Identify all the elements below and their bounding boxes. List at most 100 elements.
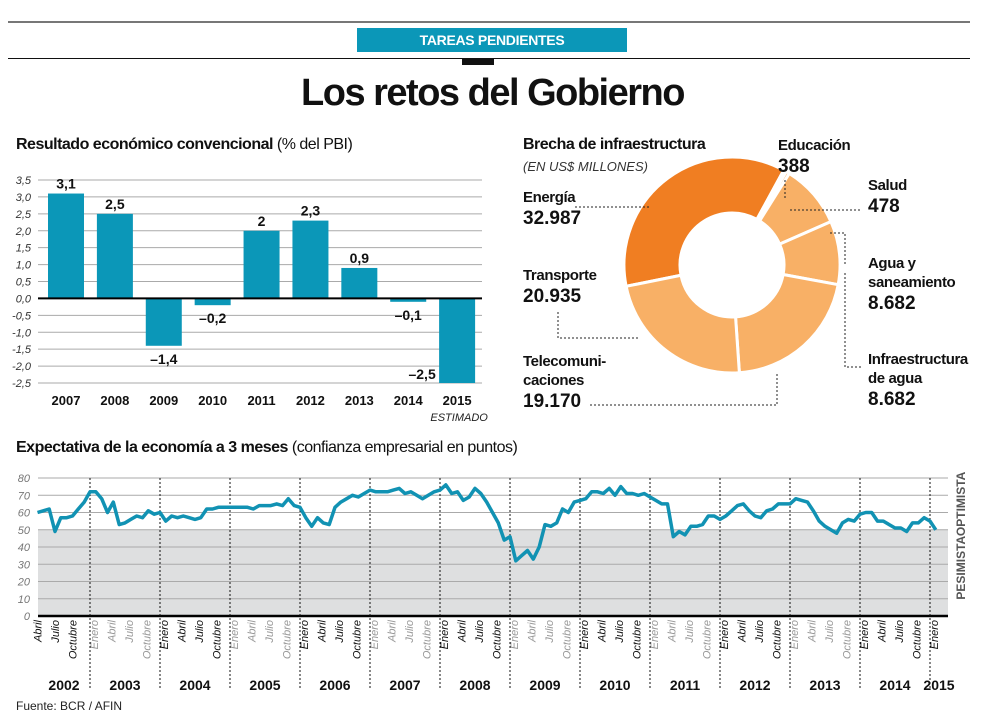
line-chart-title-unit: (confianza empresarial en puntos) bbox=[291, 439, 518, 456]
year-label: 2002 bbox=[48, 677, 79, 693]
donut-leader-line bbox=[830, 232, 846, 266]
month-label: Abril bbox=[527, 619, 539, 643]
line-ytick-label: 80 bbox=[18, 473, 31, 485]
donut-chart-title: Brecha de infraestructura bbox=[523, 136, 706, 153]
bar-ytick-label: -1,0 bbox=[12, 327, 32, 339]
bar-chart-title: Resultado económico convencional (% del … bbox=[16, 136, 353, 154]
month-label: Enero bbox=[929, 620, 941, 649]
bar-category-label: 2015 bbox=[443, 393, 472, 408]
month-label: Enero bbox=[159, 620, 171, 649]
bar-value-label: 3,1 bbox=[56, 176, 76, 192]
donut-label-value: 32.987 bbox=[523, 208, 581, 229]
year-label: 2012 bbox=[739, 677, 770, 693]
donut-chart: Energía 32.987 Educación 388 Salud 478 Agua y s… bbox=[523, 137, 969, 412]
bar-2010 bbox=[194, 298, 231, 306]
bar-chart-title-unit: (% del PBI) bbox=[276, 136, 353, 153]
bar-value-label: –1,4 bbox=[150, 351, 177, 367]
top-rule bbox=[8, 21, 970, 23]
divider-tab bbox=[462, 58, 494, 65]
line-ytick-label: 40 bbox=[18, 542, 31, 554]
zone-label-optimista: OPTIMISTA bbox=[954, 471, 968, 536]
line-ytick-label: 0 bbox=[24, 611, 31, 623]
donut-slice-energ-a bbox=[622, 155, 786, 289]
bar-ytick-label: 3,0 bbox=[16, 192, 32, 204]
donut-leader-line bbox=[557, 312, 638, 339]
month-label: Octubre bbox=[912, 620, 924, 659]
bar-2009 bbox=[145, 298, 182, 346]
line-chart-title: Expectativa de la economía a 3 meses (co… bbox=[16, 439, 518, 457]
year-label: 2013 bbox=[809, 677, 840, 693]
month-label: Enero bbox=[719, 620, 731, 649]
donut-leader-line bbox=[844, 273, 862, 368]
month-label: Julio bbox=[754, 620, 766, 644]
year-label: 2006 bbox=[319, 677, 350, 693]
donut-label-name: Telecomuni- bbox=[523, 353, 606, 370]
month-label: Julio bbox=[544, 620, 556, 644]
month-label: Julio bbox=[50, 620, 62, 644]
month-label: Octubre bbox=[492, 620, 504, 659]
donut-label-name: Salud bbox=[868, 177, 907, 194]
month-label: Abril bbox=[177, 619, 189, 643]
bar-2014 bbox=[390, 298, 427, 302]
line-ytick-label: 20 bbox=[17, 577, 31, 589]
month-label: Enero bbox=[789, 620, 801, 649]
donut-label-value: 388 bbox=[778, 156, 810, 177]
month-label: Abril bbox=[247, 619, 259, 643]
bar-value-label: 2 bbox=[258, 213, 266, 229]
month-label: Abril bbox=[597, 619, 609, 643]
month-label: Abril bbox=[387, 619, 399, 643]
bar-ytick-label: 1,0 bbox=[16, 260, 32, 272]
year-label: 2003 bbox=[109, 677, 140, 693]
bar-ytick-label: 3,5 bbox=[16, 175, 32, 187]
bar-category-label: 2011 bbox=[247, 393, 275, 408]
month-label: Julio bbox=[124, 620, 136, 644]
bar-ytick-label: -2,0 bbox=[12, 361, 32, 373]
donut-label-name: Energía bbox=[523, 189, 576, 206]
year-label: 2004 bbox=[179, 677, 210, 693]
month-label: Enero bbox=[89, 620, 101, 649]
bar-value-label: –2,5 bbox=[408, 366, 435, 382]
donut-label-name: de agua bbox=[868, 370, 923, 387]
month-label: Octubre bbox=[68, 620, 80, 659]
bar-category-label: 2009 bbox=[149, 393, 178, 408]
year-label: 2014 bbox=[879, 677, 910, 693]
month-label: Julio bbox=[264, 620, 276, 644]
month-label: Octubre bbox=[702, 620, 714, 659]
year-label: 2011 bbox=[670, 677, 701, 693]
confidence-line bbox=[37, 483, 938, 563]
bar-2007 bbox=[48, 193, 84, 299]
bar-category-note: ESTIMADO bbox=[430, 412, 488, 424]
month-label: Julio bbox=[334, 620, 346, 644]
month-label: Enero bbox=[299, 620, 311, 649]
bar-value-label: –0,2 bbox=[199, 310, 226, 326]
month-label: Abril bbox=[667, 619, 679, 643]
bar-chart: 3,5 3,0 2,5 2,0 1,5 1,0 0,5 0,0 -0,5 -1,0 -1,5 -2,0… bbox=[12, 175, 488, 424]
pessimist-zone bbox=[38, 529, 948, 616]
year-label: 2005 bbox=[249, 677, 280, 693]
bar-2013 bbox=[341, 267, 378, 299]
bar-category-label: 2014 bbox=[394, 393, 424, 408]
bar-2012 bbox=[292, 220, 329, 299]
donut-label-name: Educación bbox=[778, 137, 850, 154]
month-label: Octubre bbox=[352, 620, 364, 659]
bar-chart-title-main: Resultado económico convencional bbox=[16, 136, 273, 153]
bar-ytick-label: -1,5 bbox=[12, 344, 32, 356]
month-label: Enero bbox=[649, 620, 661, 649]
month-label: Julio bbox=[404, 620, 416, 644]
month-label: Abril bbox=[807, 619, 819, 643]
line-ytick-label: 70 bbox=[18, 490, 31, 502]
line-chart-title-main: Expectativa de la economía a 3 meses bbox=[16, 439, 288, 456]
month-label: Enero bbox=[509, 620, 521, 649]
bar-category-label: 2012 bbox=[296, 393, 325, 408]
month-label: Julio bbox=[194, 620, 206, 644]
month-label: Enero bbox=[439, 620, 451, 649]
line-chart: 0 10 20 30 40 50 60 70 80 2002 Abril Julio Octubre 20… bbox=[17, 471, 968, 693]
line-ytick-label: 50 bbox=[18, 525, 31, 537]
donut-slice-telecomunicaciones bbox=[733, 272, 840, 375]
month-label: Octubre bbox=[422, 620, 434, 659]
donut-label-name: saneamiento bbox=[868, 274, 956, 291]
month-label: Julio bbox=[894, 620, 906, 644]
donut-label-name: Infraestructura bbox=[868, 351, 969, 368]
line-ytick-label: 30 bbox=[18, 559, 31, 571]
bar-2008 bbox=[96, 213, 133, 299]
